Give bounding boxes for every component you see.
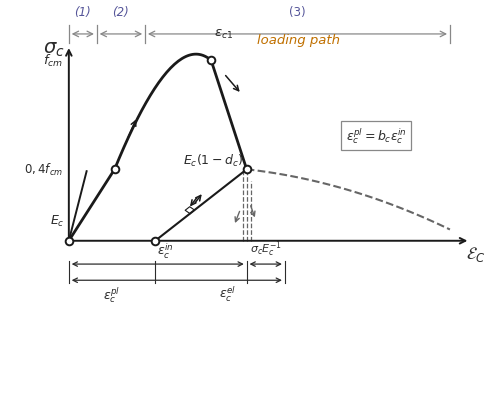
- Text: $\sigma_c$: $\sigma_c$: [43, 40, 65, 59]
- Text: $\sigma_c E_c^{-1}$: $\sigma_c E_c^{-1}$: [250, 239, 282, 258]
- Text: $\varepsilon_c^{in}$: $\varepsilon_c^{in}$: [157, 241, 174, 261]
- Text: $E_c$: $E_c$: [50, 213, 65, 228]
- Text: (1): (1): [74, 6, 91, 19]
- Text: $\mathcal{E}_C$: $\mathcal{E}_C$: [466, 245, 485, 264]
- Text: $f_{cm}$: $f_{cm}$: [43, 53, 63, 69]
- Text: $0,4f_{cm}$: $0,4f_{cm}$: [24, 162, 63, 178]
- Text: $E_c(1-d_c)$: $E_c(1-d_c)$: [183, 153, 244, 169]
- Text: $\varepsilon_{c1}$: $\varepsilon_{c1}$: [214, 27, 233, 40]
- Text: $\varepsilon_c^{pl}$: $\varepsilon_c^{pl}$: [103, 284, 121, 304]
- Text: (3): (3): [289, 6, 306, 19]
- Text: $\varepsilon_c^{el}$: $\varepsilon_c^{el}$: [219, 284, 236, 303]
- Text: (2): (2): [113, 6, 129, 19]
- Text: $\varepsilon_c^{pl} = b_c\varepsilon_c^{in}$: $\varepsilon_c^{pl} = b_c\varepsilon_c^{…: [346, 126, 407, 146]
- Text: loading path: loading path: [257, 34, 340, 47]
